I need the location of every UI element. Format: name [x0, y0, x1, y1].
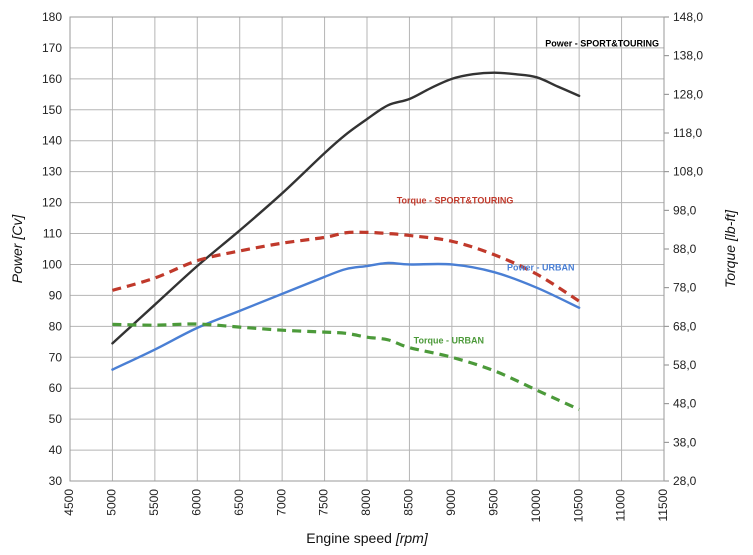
y2-tick-label: 108,0: [673, 165, 703, 179]
power-urban-line: [111, 261, 581, 371]
y-tick-label: 90: [49, 288, 63, 302]
y-tick-label: 120: [42, 196, 62, 210]
grid: [69, 16, 665, 482]
power-urban-label: Power - URBAN: [507, 262, 575, 272]
torque-urban-label: Torque - URBAN: [414, 335, 484, 345]
y2-axis-title: Torque [lb-ft]: [722, 209, 738, 288]
y2-tick-label: 38,0: [673, 435, 697, 449]
x-tick-label: 9500: [486, 489, 500, 516]
x-tick-label: 5500: [147, 489, 161, 516]
y-tick-label: 150: [42, 103, 62, 117]
y2-tick-label: 88,0: [673, 242, 697, 256]
y2-tick-label: 128,0: [673, 87, 703, 101]
y-tick-label: 180: [42, 10, 62, 24]
torque-urban-line: [112, 322, 580, 411]
tick-labels: 30 40 50 60 70 80 90 100 110 120 130 140 150 160 170 18…: [42, 10, 703, 522]
x-tick-label: 7000: [274, 489, 288, 516]
y2-tick-label: 28,0: [673, 474, 697, 488]
y-axis-title-main: Power: [9, 240, 25, 284]
y-tick-label: 80: [49, 319, 63, 333]
plot-frame: [69, 16, 669, 482]
y2-tick-label: 98,0: [673, 203, 697, 217]
x-tick-label: 9000: [444, 489, 458, 516]
y-tick-label: 50: [49, 412, 63, 426]
y2-tick-label: 118,0: [673, 126, 702, 140]
axis-titles: Engine speed [rpm] Power [Cv] Torque [lb…: [9, 209, 738, 546]
y2-axis-title-main: Torque: [722, 241, 738, 288]
y-tick-label: 60: [49, 381, 63, 395]
power-sport-touring-line: [111, 71, 581, 345]
y-tick-label: 100: [42, 257, 62, 271]
y2-axis-title-unit: [lb-ft]: [722, 209, 738, 242]
y-tick-label: 170: [42, 41, 62, 55]
x-tick-label: 4500: [62, 489, 76, 516]
torque-sport-touring-line: [111, 230, 581, 303]
y2-tick-label: 78,0: [673, 281, 697, 295]
x-axis-title: Engine speed [rpm]: [306, 530, 429, 546]
x-tick-label: 8500: [402, 489, 416, 516]
x-tick-label: 7500: [317, 489, 331, 516]
y-tick-label: 130: [42, 165, 62, 179]
y2-tick-label: 58,0: [673, 358, 697, 372]
x-tick-label: 10000: [529, 489, 543, 523]
torque-sport-touring-label: Torque - SPORT&TOURING: [397, 195, 514, 205]
y2-tick-label: 148,0: [673, 10, 703, 24]
y-tick-label: 160: [42, 72, 62, 86]
series-layer: [111, 71, 581, 411]
y-axis-title: Power [Cv]: [9, 214, 25, 284]
series-annotations: Power - SPORT&TOURING Torque - SPORT&TOUR…: [397, 38, 659, 345]
y-tick-label: 40: [49, 443, 63, 457]
x-tick-label: 8000: [359, 489, 373, 516]
y2-tick-label: 138,0: [673, 49, 703, 63]
x-axis-title-unit: [rpm]: [395, 530, 429, 546]
y-tick-label: 110: [43, 227, 62, 241]
x-tick-label: 10500: [571, 489, 585, 523]
power-sport-touring-label: Power - SPORT&TOURING: [545, 38, 659, 48]
y-tick-label: 140: [42, 134, 62, 148]
x-axis-title-main: Engine speed: [306, 530, 396, 546]
y-tick-label: 30: [49, 474, 63, 488]
x-tick-label: 11500: [656, 489, 670, 522]
y2-tick-label: 68,0: [673, 319, 697, 333]
x-tick-label: 5000: [105, 489, 119, 516]
y-axis-title-unit: [Cv]: [9, 214, 25, 241]
y-tick-label: 70: [49, 350, 63, 364]
plot-border: [69, 16, 665, 482]
x-tick-label: 6500: [232, 489, 246, 516]
y2-tick-label: 48,0: [673, 397, 697, 411]
x-tick-label: 11000: [614, 489, 628, 522]
x-tick-label: 6000: [189, 489, 203, 516]
